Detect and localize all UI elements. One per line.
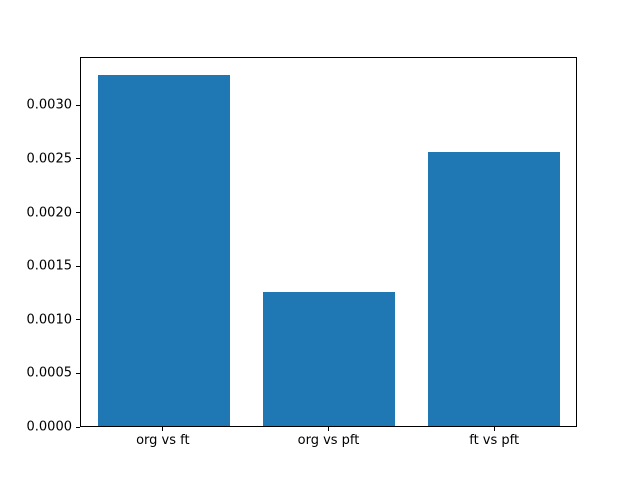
x-tick-mark: [493, 427, 495, 431]
y-tick-label: 0.0015: [26, 258, 73, 274]
bar-org-vs-ft: [97, 75, 230, 426]
y-tick-mark: [76, 426, 80, 428]
y-tick-mark: [76, 158, 80, 160]
y-tick-label: 0.0010: [26, 312, 73, 328]
y-tick-mark: [76, 319, 80, 321]
y-tick-label: 0.0000: [26, 419, 73, 435]
x-tick-label: org vs ft: [136, 433, 190, 448]
x-tick-mark: [162, 427, 164, 431]
y-tick-mark: [76, 372, 80, 374]
y-tick-mark: [76, 265, 80, 267]
axes-frame: [80, 57, 577, 427]
y-tick-label: 0.0020: [26, 205, 73, 220]
x-tick-label: ft vs pft: [469, 433, 520, 448]
x-tick-mark: [328, 427, 329, 431]
bar-org-vs-pft: [262, 291, 395, 426]
bar-ft-vs-pft: [427, 151, 560, 426]
y-tick-label: 0.0025: [26, 151, 73, 167]
y-tick-label: 0.0030: [26, 97, 73, 113]
x-tick-label: org vs pft: [297, 433, 360, 448]
y-tick-mark: [76, 104, 80, 106]
y-tick-mark: [76, 212, 80, 213]
y-tick-label: 0.0005: [26, 365, 73, 381]
